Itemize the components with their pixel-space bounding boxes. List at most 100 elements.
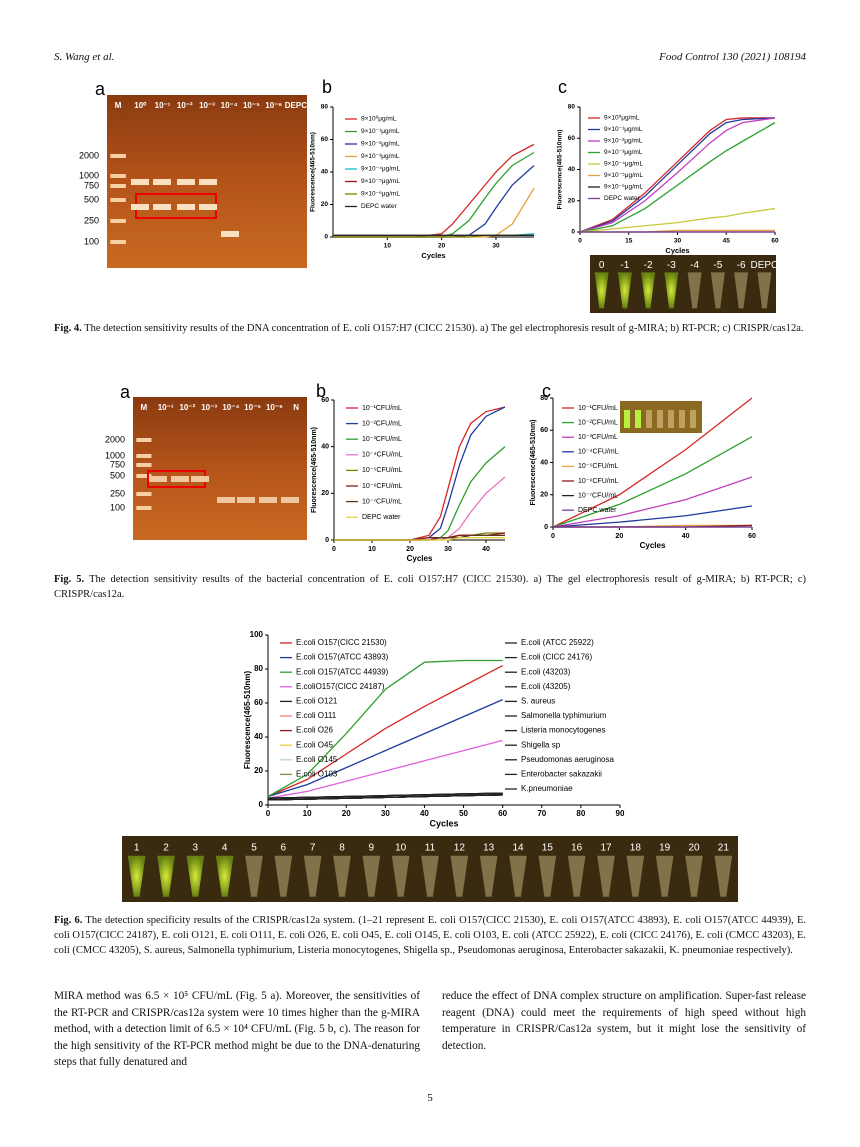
series-line (267, 659, 503, 798)
legend-label: 10⁻³CFU/mL (362, 436, 402, 443)
ladder-label: 2000 (105, 434, 125, 444)
y-axis-label: Fluorescence(465-510nm) (557, 130, 564, 210)
series-line (334, 406, 506, 541)
legend-label: 9×10⁻⁵μg/mL (604, 172, 643, 179)
tube (362, 855, 381, 897)
caption-text: The detection sensitivity results of the… (54, 574, 807, 600)
series-line (334, 446, 506, 541)
x-axis-label: Cycles (665, 246, 689, 255)
tube-label: 9 (369, 843, 375, 854)
tube-label: 20 (688, 843, 700, 854)
tube (617, 272, 632, 309)
x-axis-label: Cycles (407, 554, 433, 563)
tube (538, 855, 557, 897)
y-tick-label: 60 (540, 427, 548, 434)
legend-label: DEPC water (604, 195, 641, 202)
tube (127, 855, 146, 897)
lane-label: 10⁻³ (201, 403, 217, 412)
legend-label: E.coli O157(ATCC 44939) (296, 667, 389, 676)
lane-label: 10⁻³ (199, 101, 215, 110)
band (153, 179, 171, 185)
tube (685, 855, 703, 897)
tube (186, 855, 205, 897)
legend-label: 10⁻²CFU/mL (578, 419, 618, 426)
y-tick-label: 60 (568, 135, 576, 142)
legend-label: E.coli O145 (296, 755, 338, 764)
body-text: reduce the effect of DNA complex structu… (442, 990, 806, 1052)
tube (597, 855, 615, 897)
y-axis-label: Fluorescence(465-510nm) (310, 132, 317, 212)
caption-text: The detection sensitivity results of the… (84, 323, 804, 334)
caption: Fig. 6. The detection specificity result… (54, 913, 806, 958)
x-tick-label: 45 (723, 238, 731, 245)
x-tick-label: 10 (303, 809, 312, 818)
tube (757, 272, 772, 309)
series-line (267, 794, 503, 801)
ladder-label: 500 (84, 194, 99, 204)
legend-label: 9×10⁰μg/mL (604, 114, 640, 122)
series-line (334, 406, 506, 541)
x-tick-label: 30 (381, 809, 390, 818)
lane-label: 10⁰ (134, 101, 147, 110)
ladder-label: 100 (110, 502, 125, 512)
legend-label: 9×10⁻²μg/mL (604, 138, 643, 145)
series-line (267, 665, 503, 798)
tube-label: 3 (193, 843, 199, 854)
tube-label: -4 (690, 260, 699, 271)
series-line (334, 476, 506, 541)
gel-image (133, 397, 307, 540)
x-tick-label: 0 (266, 809, 271, 818)
band (217, 497, 235, 503)
legend-label: Listeria monocytogenes (521, 726, 606, 735)
caption-label: Fig. 4. (54, 323, 82, 334)
inset-tube (690, 410, 696, 428)
x-tick-label: 15 (625, 238, 633, 245)
tube-label: 12 (454, 843, 466, 854)
tube-label: 11 (425, 843, 436, 854)
lane-label: 10⁻¹ (158, 403, 174, 412)
tube (567, 855, 586, 897)
lane-label: DEPC (285, 101, 307, 110)
caption: Fig. 5. The detection sensitivity result… (54, 572, 806, 602)
x-tick-label: 60 (748, 533, 756, 540)
legend-label: 10⁻⁶CFU/mL (362, 483, 403, 490)
tube-label: -6 (737, 260, 746, 271)
x-tick-label: 0 (551, 533, 555, 540)
band (131, 204, 149, 210)
tube (157, 855, 175, 897)
band (153, 204, 171, 210)
series-line (267, 739, 503, 799)
legend-label: 9×10⁻⁶μg/mL (361, 191, 400, 198)
ladder-label: 100 (84, 236, 99, 246)
body-text: MIRA method was 6.5 × 10⁵ CFU/mL (Fig. 5… (54, 990, 420, 1068)
lane-label: 10⁻⁴ (222, 403, 239, 412)
x-tick-label: 0 (332, 546, 336, 553)
x-tick-label: 60 (498, 809, 507, 818)
x-tick-label: 60 (771, 238, 779, 245)
band (199, 179, 217, 185)
caption-text: The detection specificity results of the… (54, 915, 806, 956)
x-tick-label: 20 (342, 809, 351, 818)
legend-label: 10⁻¹CFU/mL (578, 405, 618, 412)
y-tick-label: 100 (250, 630, 264, 639)
legend-label: E.coli (43203) (521, 667, 571, 676)
legend-label: DEPC water (578, 507, 617, 514)
y-tick-label: 20 (254, 766, 263, 775)
inset-tube (624, 410, 630, 428)
running-author: S. Wang et al. (54, 51, 115, 63)
y-tick-label: 80 (568, 104, 576, 111)
lane-label: N (293, 403, 299, 412)
y-tick-label: 0 (259, 800, 264, 809)
legend-label: 9×10⁻⁶μg/mL (604, 184, 643, 191)
y-tick-label: 0 (325, 537, 329, 544)
y-tick-label: 40 (568, 166, 576, 173)
tube (714, 855, 733, 897)
ladder-label: 250 (84, 215, 99, 225)
y-tick-label: 20 (321, 490, 329, 497)
band (131, 179, 149, 185)
tube (734, 272, 749, 309)
tube-label: 18 (630, 843, 642, 854)
caption-label: Fig. 6. (54, 915, 83, 926)
x-tick-label: 10 (384, 243, 392, 250)
band (177, 179, 195, 185)
